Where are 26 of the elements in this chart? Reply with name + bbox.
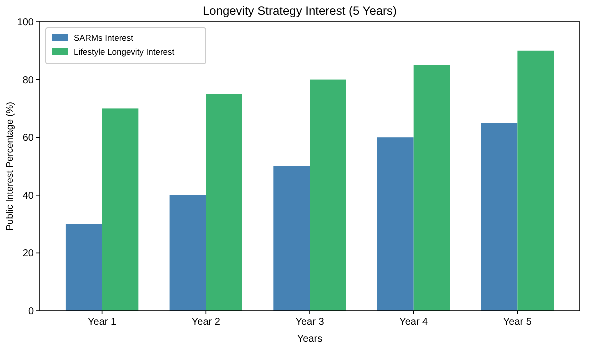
y-axis-title: Public Interest Percentage (%) [5,102,16,231]
y-tick-label: 40 [22,190,34,202]
y-tick-label: 20 [22,248,34,260]
x-tick-label: Year 3 [296,317,325,328]
legend-label: Lifestyle Longevity Interest [74,46,176,57]
bar [206,94,242,311]
bar [310,80,346,311]
y-tick-label: 80 [22,75,34,86]
x-tick-label: Year 4 [400,317,429,328]
bar [378,138,414,311]
x-tick-label: Year 2 [192,317,221,328]
x-tick-label: Year 1 [88,317,118,328]
x-axis-title: Years [297,334,323,345]
y-tick-label: 100 [17,18,34,28]
x-tick-label: Year 5 [503,317,532,328]
bar [66,224,102,311]
chart-title: Longevity Strategy Interest (5 Years) [202,4,398,18]
bar [102,108,139,311]
y-tick-label: 0 [28,306,34,318]
bar [414,65,450,311]
legend-label: SARMs Interest [74,32,134,43]
bar [170,195,206,311]
bar [481,123,518,311]
y-tick-label: 60 [22,133,34,144]
bar [518,50,554,311]
bar [274,166,310,311]
